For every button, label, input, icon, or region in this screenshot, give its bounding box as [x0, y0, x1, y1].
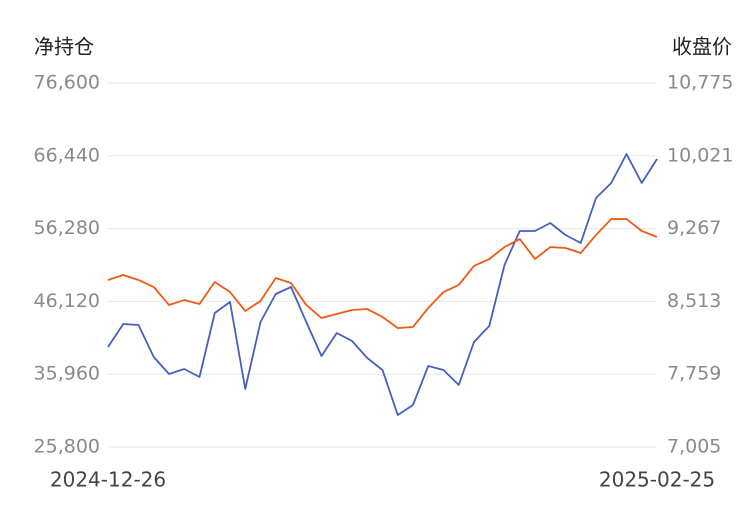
y2-tick-label: 9,267	[667, 217, 721, 239]
y2-tick-label: 10,775	[667, 72, 733, 94]
y2-tick-label: 7,759	[667, 363, 721, 385]
x-tick-label: 2024-12-26	[50, 468, 166, 492]
y-tick-label: 46,120	[34, 290, 100, 312]
y-tick-label: 35,960	[34, 363, 100, 385]
x-tick-label: 2025-02-25	[599, 468, 715, 492]
data-line	[107, 153, 658, 416]
y2-tick-label: 7,005	[667, 436, 721, 458]
y2-axis-title: 收盘价	[672, 35, 732, 59]
y-tick-label: 66,440	[34, 144, 100, 166]
y-tick-label: 25,800	[34, 436, 100, 458]
y-tick-label: 76,600	[34, 72, 100, 94]
y2-tick-label: 8,513	[667, 290, 721, 312]
y-axis-title: 净持仓	[34, 35, 94, 59]
data-line	[107, 218, 658, 329]
y2-tick-label: 10,021	[667, 144, 733, 166]
y-tick-label: 56,280	[34, 217, 100, 239]
